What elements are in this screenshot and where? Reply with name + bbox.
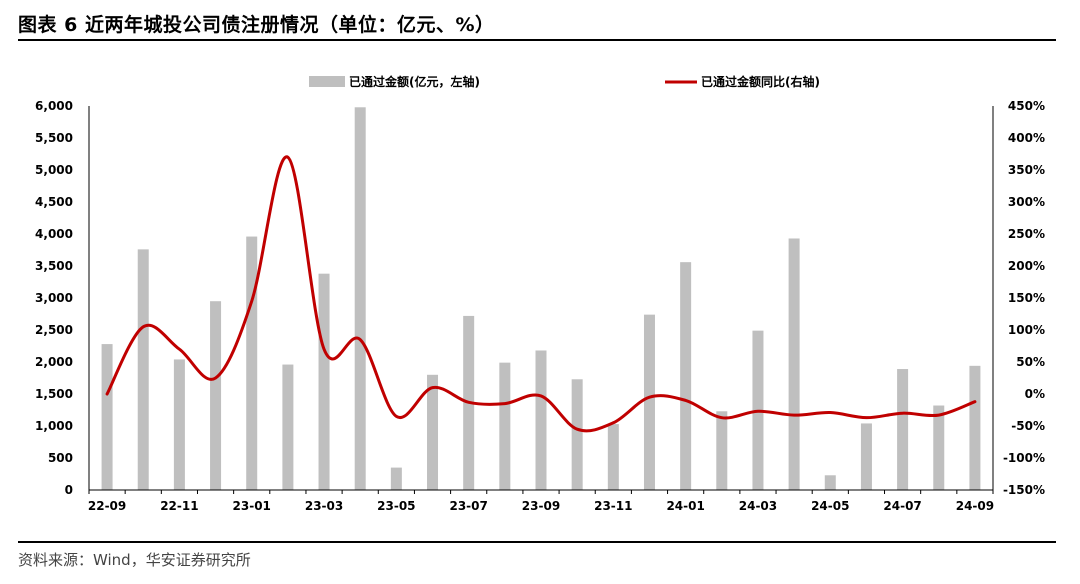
right-tick-label: 450% [1008,99,1045,113]
top-rule [18,39,1056,41]
right-tick-label: 0% [1025,387,1045,401]
bottom-rule [18,541,1056,543]
x-axis-ticks: 22-09 22-11 23-01 23-03 23-05 23-07 23-09 23-11… [88,499,994,513]
bar-24-01 [680,262,692,490]
right-tick-label: 400% [1008,131,1045,145]
right-tick-label: 350% [1008,163,1045,177]
left-tick-label: 6,000 [35,99,73,113]
x-tick-label: 23-09 [522,499,560,513]
x-tick-label: 24-05 [811,499,849,513]
x-tick-label: 24-03 [739,499,777,513]
legend: 已通过金额(亿元，左轴) 已通过金额同比(右轴) [309,74,820,89]
left-tick-label: 5,000 [35,163,73,177]
left-tick-label: 1,000 [35,419,73,433]
x-tick-label: 24-09 [956,499,994,513]
bar-22-09 [101,344,113,490]
right-tick-label: 250% [1008,227,1045,241]
bar-23-11 [607,424,619,490]
x-tick-label: 23-07 [449,499,487,513]
bar-23-09 [535,350,547,490]
figure-title: 图表 6 近两年城投公司债注册情况（单位：亿元、%） [18,14,495,36]
legend-bar-swatch [309,76,345,87]
bar-24-07 [897,369,909,490]
left-tick-label: 5,500 [35,131,73,145]
bar-22-11 [173,359,185,490]
bar-24-09 [969,365,981,490]
right-tick-label: -100% [1003,451,1045,465]
right-tick-label: 300% [1008,195,1045,209]
bar-24-06 [860,423,872,490]
x-tick-label: 24-01 [666,499,704,513]
left-tick-label: 2,500 [35,323,73,337]
bar-24-08 [933,405,945,490]
left-tick-label: 2,000 [35,355,73,369]
bar-23-12 [643,314,655,490]
left-tick-label: 500 [48,451,73,465]
x-tick-label: 22-11 [160,499,198,513]
left-tick-label: 3,000 [35,291,73,305]
bar-22-10 [137,249,149,490]
yoy-line [105,155,977,433]
legend-bar-label: 已通过金额(亿元，左轴) [349,74,480,89]
x-tick-label: 24-07 [883,499,921,513]
bar-23-08 [499,362,511,490]
line-series [105,155,977,433]
bar-23-10 [571,379,583,490]
left-tick-label: 4,500 [35,195,73,209]
left-tick-label: 3,500 [35,259,73,273]
right-axis-ticks: -150% -100% -50% 0% 50% 100% 150% 200% 250% 300% 3… [1003,99,1045,497]
left-axis-ticks: 0 500 1,000 1,500 2,000 2,500 3,000 3,500 4,000 4… [35,99,73,497]
left-tick-label: 0 [65,483,73,497]
x-tick-label: 23-11 [594,499,632,513]
axes [88,106,994,494]
x-tick-label: 23-03 [305,499,343,513]
bar-23-06 [427,374,439,490]
bar-23-02 [282,364,294,490]
left-tick-label: 1,500 [35,387,73,401]
bar-24-02 [716,411,728,490]
right-tick-label: -50% [1011,419,1045,433]
right-tick-label: 100% [1008,323,1045,337]
right-tick-label: -150% [1003,483,1045,497]
legend-line-label: 已通过金额同比(右轴) [701,74,820,89]
bar-24-04 [788,238,800,490]
x-tick-label: 22-09 [88,499,126,513]
x-tick-label: 23-05 [377,499,415,513]
right-tick-label: 200% [1008,259,1045,273]
right-tick-label: 150% [1008,291,1045,305]
source-note: 资料来源：Wind，华安证券研究所 [18,551,251,569]
right-tick-label: 50% [1016,355,1045,369]
bar-23-03 [318,273,330,490]
bar-23-04 [354,107,366,490]
bar-series [101,107,981,490]
bar-22-12 [210,301,222,490]
bar-23-05 [390,467,402,490]
x-tick-label: 23-01 [233,499,271,513]
left-tick-label: 4,000 [35,227,73,241]
bar-23-01 [246,236,258,490]
bar-24-05 [824,475,836,490]
